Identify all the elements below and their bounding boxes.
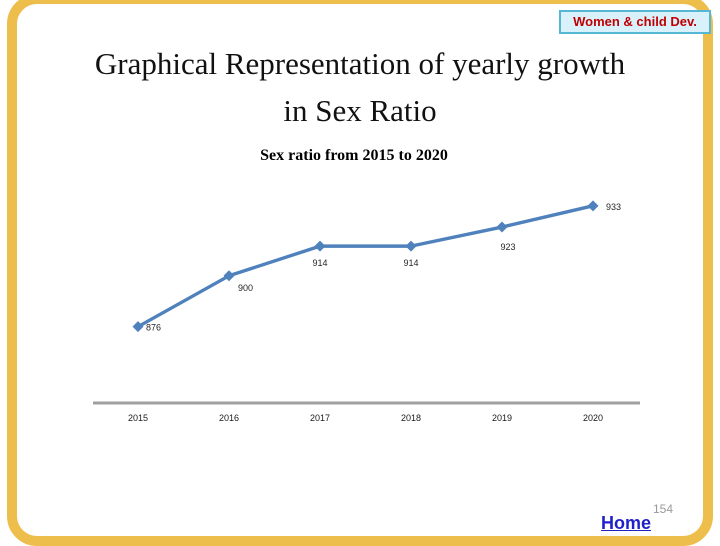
data-point-marker-2017 — [314, 240, 326, 252]
data-point-marker-2018 — [405, 240, 417, 252]
x-tick-label-2019: 2019 — [492, 413, 512, 423]
page-title-line1: Graphical Representation of yearly growt… — [94, 46, 626, 81]
sex-ratio-chart: 876 900 914 914 923 933 2015 2016 2017 2018 2019 20… — [90, 185, 660, 435]
chart-title: Sex ratio from 2015 to 2020 — [260, 147, 448, 164]
data-label-2020: 933 — [606, 202, 621, 212]
page-title: Graphical Representation of yearly growt… — [20, 40, 700, 134]
x-tick-label-2020: 2020 — [583, 413, 603, 423]
home-link[interactable]: Home — [601, 513, 652, 533]
data-point-marker-2019 — [496, 221, 508, 233]
data-label-2015: 876 — [146, 323, 161, 333]
department-badge-label: Women & child Dev. — [573, 14, 697, 29]
data-label-2016: 900 — [238, 283, 253, 293]
page-number: 154 — [653, 502, 674, 516]
department-badge-button[interactable]: Women & child Dev. — [559, 10, 711, 34]
x-tick-label-2018: 2018 — [401, 413, 421, 423]
data-label-2018: 914 — [403, 258, 418, 268]
data-label-2017: 914 — [312, 258, 327, 268]
data-point-marker-2016 — [223, 270, 235, 282]
page-title-line2: in Sex Ratio — [283, 93, 437, 128]
data-point-marker-2020 — [587, 200, 599, 212]
line-chart-canvas: 876 900 914 914 923 933 2015 2016 2017 2018 2019 20… — [93, 200, 640, 423]
data-point-marker-2015 — [132, 321, 144, 333]
data-label-2019: 923 — [500, 242, 515, 252]
x-tick-label-2015: 2015 — [128, 413, 148, 423]
x-tick-label-2017: 2017 — [310, 413, 330, 423]
x-tick-label-2016: 2016 — [219, 413, 239, 423]
